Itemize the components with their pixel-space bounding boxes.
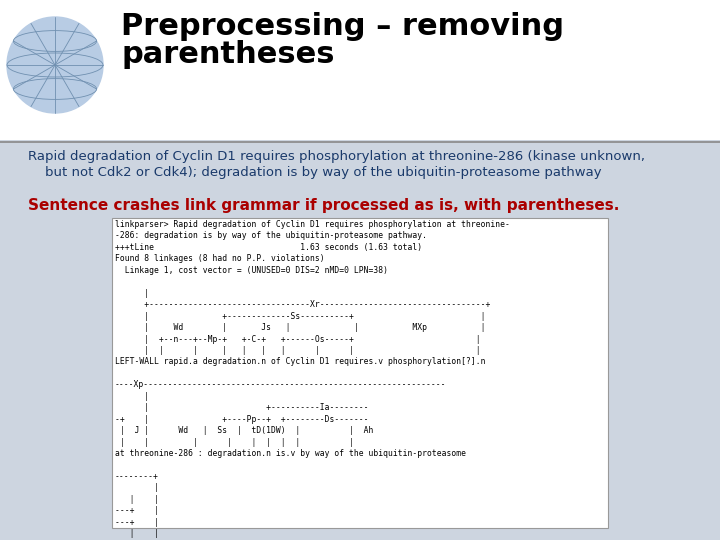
Text: linkparser> Rapid degradation of Cyclin D1 requires phosphorylation at threonine: linkparser> Rapid degradation of Cyclin … xyxy=(115,220,510,540)
Text: but not Cdk2 or Cdk4); degradation is by way of the ubiquitin-proteasome pathway: but not Cdk2 or Cdk4); degradation is by… xyxy=(28,166,602,179)
Circle shape xyxy=(7,17,103,113)
FancyBboxPatch shape xyxy=(0,0,720,140)
FancyBboxPatch shape xyxy=(112,218,608,528)
Text: parentheses: parentheses xyxy=(121,40,335,69)
Text: Preprocessing – removing: Preprocessing – removing xyxy=(121,12,564,41)
Text: Rapid degradation of Cyclin D1 requires phosphorylation at threonine-286 (kinase: Rapid degradation of Cyclin D1 requires … xyxy=(28,150,645,163)
Text: Sentence crashes link grammar if processed as is, with parentheses.: Sentence crashes link grammar if process… xyxy=(28,198,619,213)
